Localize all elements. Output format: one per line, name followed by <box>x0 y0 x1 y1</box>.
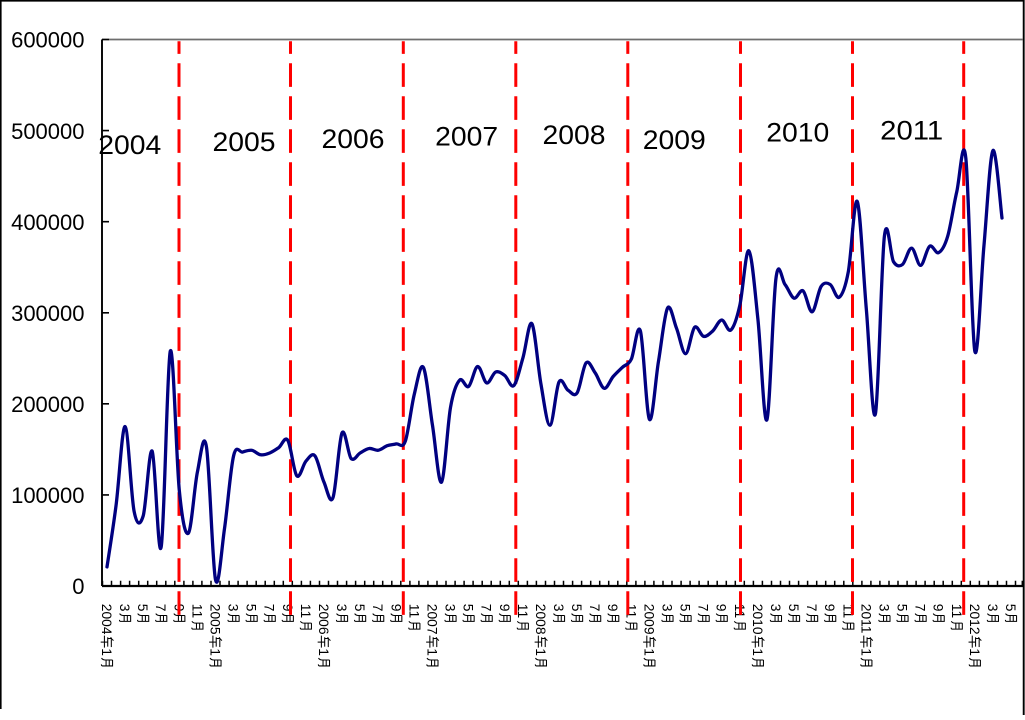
svg-text:2004: 2004 <box>99 604 114 635</box>
svg-text:300000: 300000 <box>11 301 84 326</box>
svg-text:7: 7 <box>804 604 819 612</box>
svg-text:2009: 2009 <box>641 604 656 635</box>
svg-text:2007: 2007 <box>435 122 498 152</box>
svg-text:9: 9 <box>931 604 946 612</box>
svg-text:7: 7 <box>153 604 168 612</box>
svg-text:2012: 2012 <box>967 604 982 635</box>
svg-text:9: 9 <box>822 604 837 612</box>
svg-text:5: 5 <box>461 604 476 612</box>
svg-text:5: 5 <box>244 604 259 612</box>
svg-text:2008: 2008 <box>543 120 606 150</box>
svg-text:1: 1 <box>533 648 548 656</box>
svg-text:5: 5 <box>786 604 801 612</box>
svg-text:3: 3 <box>768 604 783 612</box>
svg-text:2009: 2009 <box>643 125 706 155</box>
svg-text:0: 0 <box>72 574 84 599</box>
svg-text:500000: 500000 <box>11 119 84 144</box>
svg-text:2008: 2008 <box>533 604 548 635</box>
svg-text:11: 11 <box>515 604 530 618</box>
svg-text:9: 9 <box>280 604 295 612</box>
svg-text:9: 9 <box>714 604 729 612</box>
svg-text:1: 1 <box>750 648 765 656</box>
svg-text:7: 7 <box>913 604 928 612</box>
svg-text:11: 11 <box>949 604 964 618</box>
svg-text:5: 5 <box>895 604 910 612</box>
svg-text:2010: 2010 <box>750 604 765 635</box>
svg-text:5: 5 <box>678 604 693 612</box>
svg-text:2005: 2005 <box>213 127 276 157</box>
svg-text:2006: 2006 <box>322 124 385 154</box>
svg-text:100000: 100000 <box>11 483 84 508</box>
svg-text:3: 3 <box>226 604 241 612</box>
svg-text:1: 1 <box>641 648 656 656</box>
svg-text:3: 3 <box>985 604 1000 612</box>
svg-text:9: 9 <box>497 604 512 612</box>
svg-text:3: 3 <box>876 604 891 612</box>
svg-text:2006: 2006 <box>316 604 331 635</box>
svg-text:1: 1 <box>967 648 982 656</box>
svg-text:9: 9 <box>605 604 620 612</box>
svg-text:11: 11 <box>406 604 421 618</box>
svg-text:1: 1 <box>99 648 114 656</box>
svg-text:1: 1 <box>424 648 439 656</box>
svg-text:2011: 2011 <box>880 116 943 146</box>
svg-text:200000: 200000 <box>11 392 84 417</box>
svg-text:600000: 600000 <box>11 28 84 53</box>
svg-text:11: 11 <box>298 604 313 618</box>
svg-text:3: 3 <box>659 604 674 612</box>
svg-text:1: 1 <box>316 648 331 656</box>
svg-text:7: 7 <box>696 604 711 612</box>
svg-text:5: 5 <box>352 604 367 612</box>
svg-text:11: 11 <box>623 604 638 618</box>
svg-text:2011: 2011 <box>858 604 873 634</box>
svg-text:7: 7 <box>262 604 277 612</box>
svg-text:3: 3 <box>117 604 132 612</box>
svg-text:1: 1 <box>858 648 873 656</box>
svg-text:7: 7 <box>587 604 602 612</box>
svg-text:2004: 2004 <box>98 130 161 160</box>
svg-text:3: 3 <box>334 604 349 612</box>
svg-text:5: 5 <box>1003 604 1018 612</box>
svg-text:11: 11 <box>189 604 204 618</box>
svg-text:2010: 2010 <box>766 117 829 147</box>
svg-text:3: 3 <box>551 604 566 612</box>
svg-text:5: 5 <box>135 604 150 612</box>
svg-text:3: 3 <box>443 604 458 612</box>
svg-text:2007: 2007 <box>424 604 439 635</box>
svg-text:7: 7 <box>370 604 385 612</box>
svg-text:1: 1 <box>207 648 222 656</box>
svg-text:9: 9 <box>388 604 403 612</box>
svg-text:5: 5 <box>569 604 584 612</box>
svg-text:400000: 400000 <box>11 210 84 235</box>
svg-text:2005: 2005 <box>207 604 222 635</box>
svg-text:7: 7 <box>479 604 494 612</box>
